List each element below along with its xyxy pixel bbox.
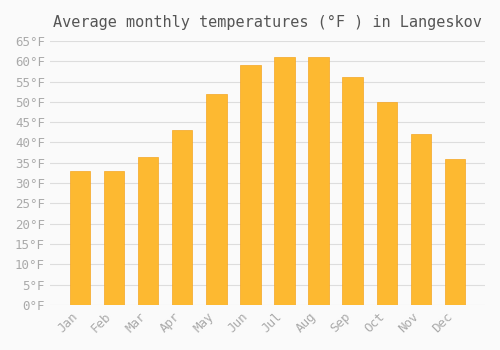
Bar [172, 130, 193, 305]
Bar [138, 157, 158, 305]
Bar [308, 57, 329, 305]
Bar [206, 94, 227, 305]
Bar [104, 171, 124, 305]
Bar [410, 134, 431, 305]
Bar [70, 171, 90, 305]
Title: Average monthly temperatures (°F ) in Langeskov: Average monthly temperatures (°F ) in La… [53, 15, 482, 30]
Bar [342, 77, 363, 305]
Bar [445, 159, 465, 305]
Bar [376, 102, 397, 305]
Bar [274, 57, 294, 305]
Bar [240, 65, 260, 305]
